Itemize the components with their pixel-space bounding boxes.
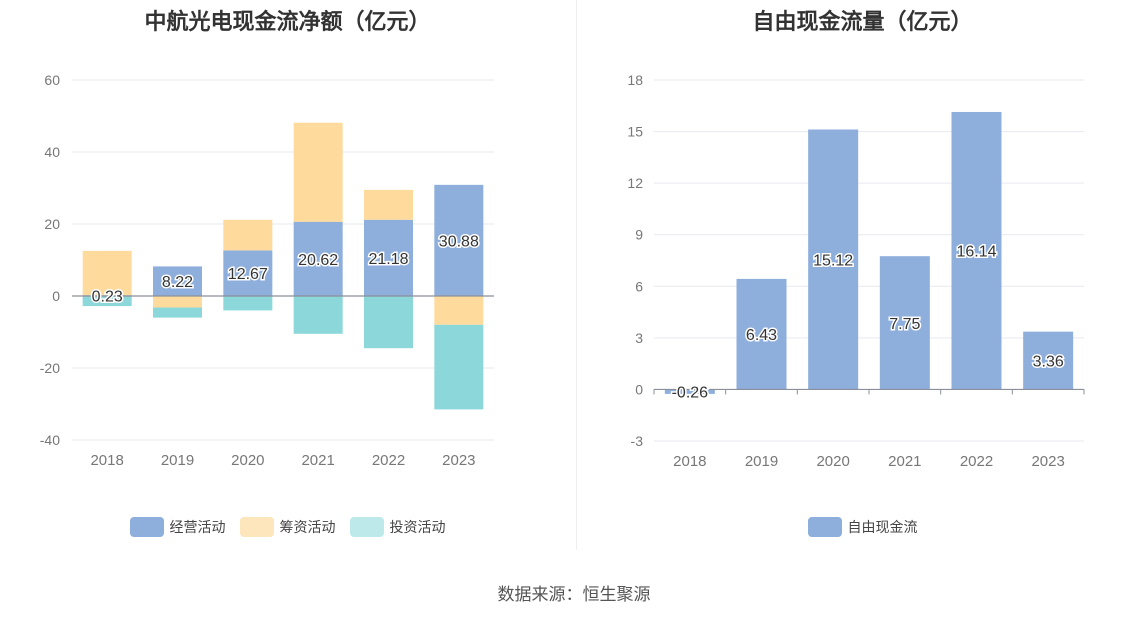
y-tick-label: 6 (635, 278, 643, 294)
y-tick-label: 20 (44, 216, 60, 232)
data-label: 15.12 (813, 252, 853, 269)
bar (364, 219, 413, 296)
bar (82, 250, 132, 296)
bar (364, 296, 413, 349)
data-label: 16.14 (956, 244, 996, 261)
legend-swatch (807, 517, 842, 537)
free-cash-flow-chart-panel: 自由现金流量（亿元） 18 15 12 9 6 3 0 -3 -0.26 6.43 15.12 7.7… (577, 0, 1148, 560)
free-cash-flow-chart: 18 15 12 9 6 3 0 -3 -0.26 6.43 15.12 7.75 16.14 3.36 2… (627, 72, 1085, 470)
bar (223, 296, 273, 311)
y-tick-label: 60 (44, 72, 60, 88)
legend-item-operating[interactable]: 经营活动 (129, 517, 226, 537)
bar (434, 324, 484, 410)
data-label: 30.88 (439, 233, 479, 250)
legend-label: 经营活动 (169, 519, 226, 535)
bar (293, 122, 343, 222)
chart-legend: 自由现金流 (577, 517, 1148, 537)
data-label: 3.36 (1033, 354, 1064, 371)
panel-divider (576, 0, 577, 550)
bar (293, 296, 343, 334)
legend-label: 投资活动 (389, 519, 446, 535)
bar (736, 278, 787, 390)
legend-item-free-cash-flow[interactable]: 自由现金流 (807, 517, 918, 537)
x-tick-label: 2020 (816, 453, 849, 470)
y-tick-label: -3 (631, 433, 644, 449)
bar (293, 221, 343, 296)
chart-legend: 经营活动 筹资活动 投资活动 (0, 517, 575, 537)
x-tick-label: 2018 (90, 452, 123, 469)
y-tick-label: 9 (635, 227, 643, 243)
cash-flow-chart: 60 40 20 0 -20 -40 0.23 8.22 12.67 20.62 21.18 30.8… (40, 72, 494, 469)
x-tick-label: 2023 (442, 452, 475, 469)
bar (153, 266, 202, 296)
x-tick-label: 2019 (161, 452, 194, 469)
data-label: 6.43 (746, 327, 777, 344)
x-tick-label: 2022 (372, 452, 405, 469)
bar (1023, 331, 1074, 390)
y-tick-label: 0 (52, 288, 60, 304)
data-label: 12.67 (228, 266, 268, 283)
bar (82, 296, 132, 307)
legend-label: 自由现金流 (847, 519, 918, 535)
x-tick-label: 2022 (960, 453, 993, 470)
bar (153, 307, 202, 318)
data-label: 20.62 (298, 252, 338, 269)
data-label: 7.75 (889, 316, 920, 333)
legend-item-financing[interactable]: 筹资活动 (239, 517, 336, 537)
y-tick-label: -20 (40, 360, 60, 376)
y-tick-label: 15 (627, 124, 643, 140)
cash-flow-chart-panel: 中航光电现金流净额（亿元） 60 40 20 0 -20 -40 0.23 8.22 12.67… (0, 0, 575, 560)
y-tick-label: -40 (40, 432, 60, 448)
bar (879, 256, 930, 390)
legend-item-investing[interactable]: 投资活动 (349, 517, 446, 537)
y-tick-label: 0 (635, 381, 643, 397)
bar (951, 111, 1002, 390)
y-tick-label: 18 (627, 72, 643, 88)
bar (223, 219, 273, 251)
x-tick-label: 2018 (673, 453, 706, 470)
y-tick-label: 3 (635, 330, 643, 346)
bar (434, 184, 484, 296)
x-tick-label: 2023 (1031, 453, 1064, 470)
y-tick-label: 40 (44, 144, 60, 160)
x-tick-label: 2020 (231, 452, 264, 469)
data-source: 数据来源：恒生聚源 (497, 585, 651, 604)
chart-title: 自由现金流量（亿元） (752, 9, 973, 34)
legend-swatch (349, 517, 384, 537)
y-tick-label: 12 (627, 175, 643, 191)
data-label: 21.18 (368, 251, 408, 268)
x-tick-label: 2019 (745, 453, 778, 470)
bar (364, 189, 413, 220)
bar (153, 296, 202, 308)
x-tick-label: 2021 (301, 452, 334, 469)
bar (223, 250, 273, 296)
legend-label: 筹资活动 (279, 519, 336, 535)
x-tick-label: 2021 (888, 453, 921, 470)
bar (808, 129, 859, 390)
chart-title: 中航光电现金流净额（亿元） (144, 9, 431, 34)
bar (434, 296, 484, 325)
legend-swatch (129, 517, 164, 537)
data-label: 0.23 (92, 289, 123, 306)
bar (664, 389, 715, 394)
data-label: 8.22 (162, 274, 193, 291)
legend-swatch (239, 517, 274, 537)
data-label: -0.26 (672, 385, 709, 402)
